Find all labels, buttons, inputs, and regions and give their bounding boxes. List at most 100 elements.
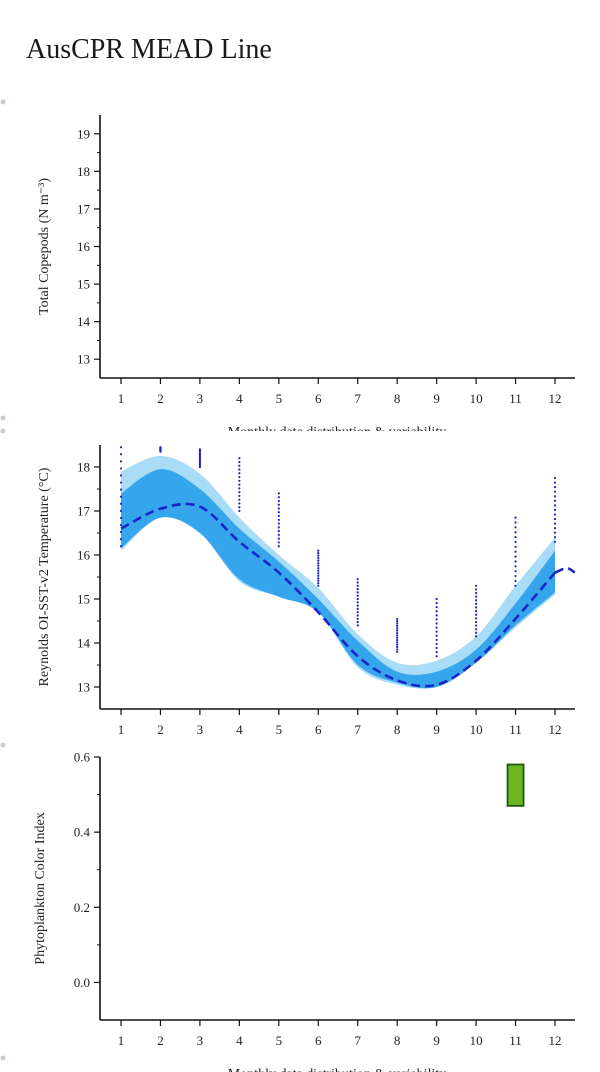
sst-data-point [514, 574, 517, 578]
sst-data-point [356, 617, 359, 620]
sst-data-point [553, 504, 557, 507]
sst-data-point [435, 626, 438, 629]
x-tick-label: 10 [470, 1033, 483, 1048]
sst-data-point [474, 610, 478, 613]
sst-data-point [396, 634, 399, 637]
sst-data-point [435, 651, 438, 654]
sst-data-point [474, 617, 478, 620]
sst-data-point [396, 648, 399, 651]
sst-data-point [553, 536, 557, 539]
sst-data-point [277, 492, 280, 495]
sst-data-point [317, 579, 320, 582]
y-tick-label: 14 [77, 314, 91, 329]
sst-data-point [356, 591, 359, 594]
x-axis-label: Monthly data distribution & variability [228, 425, 447, 440]
x-tick-label: 7 [354, 722, 361, 737]
sst-data-point [159, 446, 162, 449]
side-dot [0, 1055, 6, 1061]
sst-data-point [277, 507, 280, 510]
sst-data-point [119, 545, 123, 548]
sst-data-point [553, 490, 557, 493]
sst-data-point [474, 602, 478, 605]
x-tick-label: 1 [118, 722, 125, 737]
x-tick-label: 6 [315, 722, 322, 737]
sst-data-point [238, 483, 241, 486]
sst-data-point [119, 523, 123, 527]
sst-data-point [553, 513, 557, 516]
y-tick-label: 15 [77, 277, 90, 292]
sst-data-point [474, 584, 478, 587]
sst-data-point [119, 446, 123, 449]
sst-data-point [238, 475, 241, 479]
y-tick-label: 13 [77, 680, 90, 695]
side-dot [0, 742, 6, 748]
x-tick-label: 11 [509, 722, 522, 737]
inner-variability-band [121, 469, 555, 689]
x-tick-label: 3 [197, 1033, 204, 1048]
sst-data-point [356, 597, 359, 601]
sst-data-point [435, 638, 438, 641]
x-tick-label: 2 [157, 722, 164, 737]
sst-data-point [119, 481, 123, 484]
sst-data-point [553, 486, 557, 489]
sst-data-point [317, 574, 320, 577]
sst-data-point [435, 642, 438, 646]
sst-data-point [356, 614, 359, 617]
sst-data-point [514, 516, 517, 519]
sst-data-point [396, 643, 399, 646]
sst-data-point [277, 518, 280, 521]
x-tick-label: 5 [276, 1033, 283, 1048]
sst-data-point [396, 650, 399, 653]
sst-data-point [553, 540, 557, 543]
sst-data-point [435, 618, 438, 621]
sst-data-point [277, 503, 280, 506]
x-tick-label: 10 [470, 722, 483, 737]
sst-data-point [317, 549, 320, 552]
page-title: AusCPR MEAD Line [26, 34, 272, 65]
sst-data-point [277, 514, 280, 518]
pci-panel: 0.00.20.40.61 2 3 4 5 6 7 8 9 10 11 12Phytoplankton… [33, 750, 575, 1072]
sst-data-point [356, 578, 359, 581]
x-tick-label: 8 [394, 391, 401, 406]
sst-data-point [474, 599, 478, 602]
sst-data-point [514, 540, 517, 544]
sst-data-point [553, 495, 557, 498]
sst-data-point [119, 474, 123, 477]
sst-data-point [277, 496, 280, 499]
sst-data-point [553, 531, 557, 534]
sst-data-point [238, 491, 241, 494]
sst-data-point [238, 472, 241, 475]
sst-data-point [356, 604, 359, 607]
sst-data-point [317, 552, 320, 555]
sst-data-point [435, 606, 438, 609]
sst-data-point [238, 479, 241, 482]
sst-data-point [119, 516, 123, 520]
x-tick-label: 12 [549, 391, 562, 406]
sst-data-point [514, 570, 517, 573]
outer-variability-band [121, 455, 555, 689]
sst-data-point [317, 582, 320, 585]
sst-data-point [514, 526, 517, 529]
sst-data-point [514, 579, 517, 583]
y-axis-label: Total Copepods (N m⁻³) [37, 178, 52, 315]
y-tick-label: 15 [77, 592, 90, 607]
side-dot [0, 415, 6, 421]
sst-data-point [277, 545, 280, 548]
sst-data-point [277, 537, 280, 540]
y-tick-label: 0.4 [74, 825, 91, 840]
sst-data-point [317, 559, 320, 562]
sst-data-point [474, 631, 478, 634]
x-tick-label: 10 [470, 391, 483, 406]
x-tick-label: 5 [276, 391, 283, 406]
sst-data-point [474, 624, 478, 627]
mean-temperature-line-tail [554, 566, 576, 574]
x-tick-label: 4 [236, 722, 243, 737]
sst-data-point [553, 508, 557, 511]
sst-data-point [277, 530, 280, 533]
sst-data-point [317, 554, 320, 557]
sst-data-point [396, 624, 399, 627]
y-axis-label: Reynolds OI-SST-v2 Temperature (°C) [37, 467, 52, 686]
sst-data-point [119, 538, 123, 541]
sst-data-point [396, 617, 399, 620]
